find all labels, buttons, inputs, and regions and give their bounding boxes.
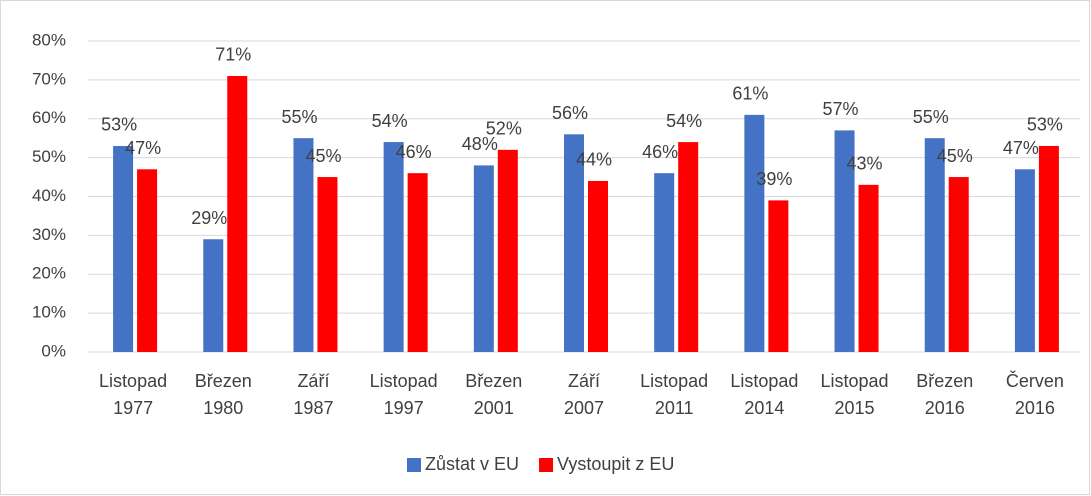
- x-tick-label: 2001: [474, 398, 514, 418]
- data-label: 45%: [305, 146, 341, 166]
- bar: [924, 138, 945, 352]
- data-label: 55%: [281, 107, 317, 127]
- data-label: 54%: [372, 111, 408, 131]
- x-tick-label: 1980: [203, 398, 243, 418]
- data-label: 53%: [1027, 115, 1063, 135]
- x-tick-label: Březen: [465, 371, 522, 391]
- data-label: 45%: [937, 146, 973, 166]
- x-tick-label: 2016: [925, 398, 965, 418]
- x-tick-label: 2016: [1015, 398, 1055, 418]
- bar: [678, 142, 699, 352]
- bar: [137, 169, 158, 352]
- y-tick-label: 30%: [32, 225, 66, 244]
- bar: [948, 177, 969, 352]
- y-tick-label: 10%: [32, 303, 66, 322]
- x-tick-label: Září: [297, 371, 329, 391]
- x-tick-label: 1997: [384, 398, 424, 418]
- y-tick-label: 50%: [32, 147, 66, 166]
- data-label: 47%: [1003, 138, 1039, 158]
- x-tick-label: Březen: [916, 371, 973, 391]
- data-label: 44%: [576, 150, 612, 170]
- x-tick-label: Červen: [1006, 370, 1064, 391]
- x-tick-label: 2011: [655, 398, 694, 418]
- bar: [383, 142, 404, 352]
- bar: [227, 75, 248, 353]
- x-tick-label: Listopad: [640, 371, 708, 391]
- bar: [588, 180, 608, 352]
- legend-label: Vystoupit z EU: [557, 454, 674, 474]
- bar: [497, 149, 518, 352]
- data-label: 54%: [666, 111, 702, 131]
- data-label: 55%: [913, 107, 949, 127]
- bar: [654, 173, 675, 352]
- bar: [834, 130, 855, 352]
- bar: [407, 173, 428, 352]
- y-tick-label: 60%: [32, 108, 66, 127]
- bar: [473, 165, 494, 352]
- bar: [317, 177, 338, 352]
- x-tick-label: Listopad: [370, 371, 438, 391]
- x-tick-label: 2015: [835, 398, 875, 418]
- x-tick-label: 1987: [293, 398, 333, 418]
- data-label: 29%: [191, 208, 227, 228]
- bar: [768, 200, 789, 352]
- bar: [744, 114, 765, 352]
- data-label: 71%: [215, 45, 251, 65]
- data-label: 61%: [732, 84, 768, 104]
- data-label: 53%: [101, 115, 137, 135]
- bar: [1038, 145, 1059, 352]
- x-tick-label: Září: [568, 371, 600, 391]
- data-label: 56%: [552, 103, 588, 123]
- data-label: 52%: [486, 119, 522, 139]
- x-tick-label: 1977: [113, 398, 153, 418]
- legend-swatch: [539, 458, 554, 472]
- x-tick-label: Listopad: [821, 371, 889, 391]
- bar: [113, 145, 134, 352]
- y-tick-label: 0%: [41, 341, 66, 360]
- data-label: 48%: [462, 134, 498, 154]
- data-label: 46%: [396, 142, 432, 162]
- x-tick-label: 2007: [564, 398, 604, 418]
- x-tick-label: 2014: [744, 398, 784, 418]
- legend-label: Zůstat v EU: [425, 454, 519, 474]
- x-tick-label: Listopad: [730, 371, 798, 391]
- bar: [564, 134, 584, 352]
- legend-swatch: [407, 458, 421, 472]
- data-label: 39%: [756, 169, 792, 189]
- bar: [1014, 169, 1035, 352]
- x-tick-label: Březen: [195, 371, 252, 391]
- y-tick-label: 70%: [32, 69, 66, 88]
- data-label: 57%: [823, 99, 859, 119]
- data-label: 46%: [642, 142, 678, 162]
- x-tick-label: Listopad: [99, 371, 167, 391]
- bar: [858, 184, 879, 352]
- y-tick-label: 80%: [32, 30, 66, 49]
- bar: [203, 239, 224, 352]
- y-tick-label: 40%: [32, 186, 66, 205]
- data-label: 43%: [847, 154, 883, 174]
- y-tick-label: 20%: [32, 264, 66, 283]
- data-label: 47%: [125, 138, 161, 158]
- bar: [293, 138, 314, 352]
